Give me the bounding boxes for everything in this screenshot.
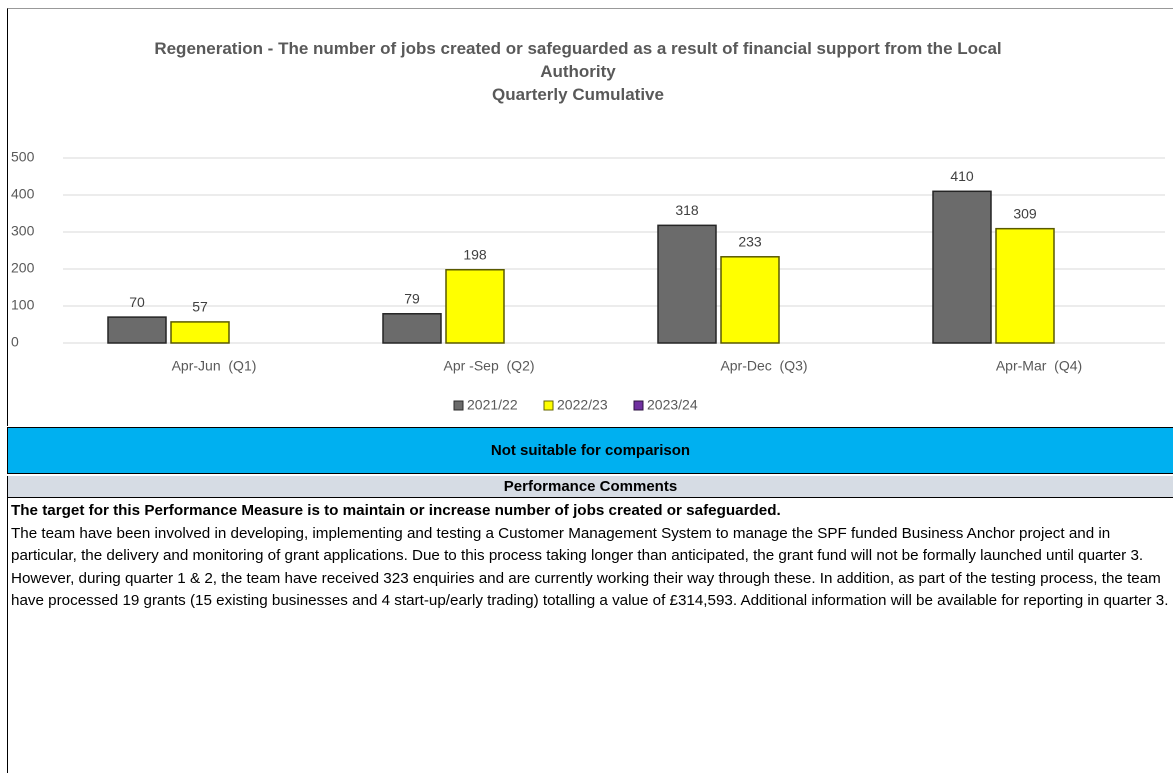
x-tick-label: Apr-Mar (Q4) xyxy=(996,358,1082,374)
comments-heading-text: Performance Comments xyxy=(503,478,678,495)
bar xyxy=(445,268,505,344)
comments-lead: The target for this Performance Measure … xyxy=(11,502,781,519)
bar xyxy=(657,224,717,344)
chart: 0 100 200 300 400 500 Apr-Jun (Q1) 70 57 Apr -Sep… xyxy=(11,149,1165,413)
x-tick-label: Apr-Dec (Q3) xyxy=(720,358,807,374)
bar xyxy=(107,316,167,344)
bar xyxy=(932,190,992,344)
y-tick-label: 500 xyxy=(11,149,35,165)
chart-subtitle: Quarterly Cumulative xyxy=(492,85,664,104)
legend-label: 2022/23 xyxy=(557,397,608,413)
y-tick-label: 400 xyxy=(11,186,35,202)
comments-heading: Performance Comments xyxy=(7,476,1173,498)
data-label: 318 xyxy=(675,202,699,218)
data-label: 233 xyxy=(738,233,762,249)
comments-body: The team have been involved in developin… xyxy=(11,524,1169,610)
y-tick-label: 0 xyxy=(11,334,19,350)
x-tick-label: Apr -Sep (Q2) xyxy=(443,358,534,374)
legend-swatch xyxy=(543,400,554,411)
data-label: 410 xyxy=(950,168,974,184)
chart-title: Regeneration - The number of jobs create… xyxy=(154,39,1002,81)
y-tick-label: 200 xyxy=(11,260,35,276)
status-text: Not suitable for comparison xyxy=(490,442,691,459)
status-banner: Not suitable for comparison xyxy=(7,427,1173,474)
data-label: 70 xyxy=(129,294,145,310)
comments: The target for this Performance Measure … xyxy=(7,498,1173,773)
bar xyxy=(382,313,442,344)
data-label: 57 xyxy=(192,299,208,315)
data-label: 198 xyxy=(463,246,487,262)
bar xyxy=(995,227,1055,344)
legend-swatch xyxy=(633,400,644,411)
data-label: 309 xyxy=(1013,205,1037,221)
y-tick-label: 300 xyxy=(11,223,35,239)
data-label: 79 xyxy=(404,290,420,306)
legend-label: 2021/22 xyxy=(467,397,518,413)
chart-title-block: Regeneration - The number of jobs create… xyxy=(138,37,1018,106)
legend-swatch xyxy=(453,400,464,411)
bar xyxy=(170,321,230,344)
y-tick-label: 100 xyxy=(11,297,35,313)
legend-label: 2023/24 xyxy=(647,397,698,413)
chart-box: 0 100 200 300 400 500 Apr-Jun (Q1) 70 57 Apr -Sep… xyxy=(7,8,1173,426)
x-tick-label: Apr-Jun (Q1) xyxy=(172,358,257,374)
bar xyxy=(720,256,780,344)
